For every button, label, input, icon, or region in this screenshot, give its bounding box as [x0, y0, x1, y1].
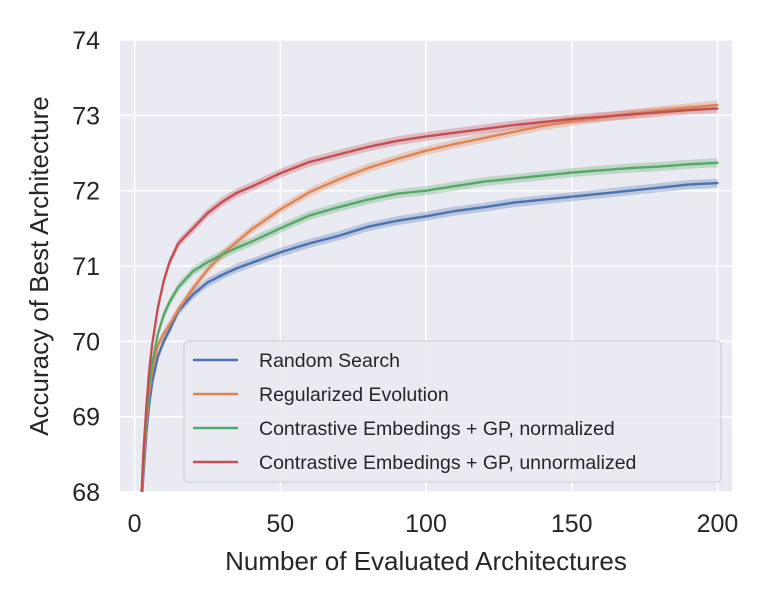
legend: Random Search Regularized Evolution Contra…: [183, 340, 722, 483]
x-tick-label: 100: [405, 510, 447, 538]
x-tick-label: 150: [551, 510, 593, 538]
y-tick-label: 73: [72, 102, 100, 130]
legend-label: Contrastive Embedings + GP, normalized: [259, 418, 615, 440]
legend-label: Regularized Evolution: [259, 384, 449, 406]
x-axis-label: Number of Evaluated Architectures: [225, 546, 627, 576]
series-line-3: [140, 107, 719, 492]
legend-label: Random Search: [259, 350, 400, 372]
y-tick-label: 69: [72, 404, 100, 432]
y-tick-label: 71: [72, 253, 100, 281]
legend-box: [183, 340, 722, 483]
y-tick-label: 72: [72, 178, 100, 206]
series-line-0: [141, 181, 719, 492]
x-tick-labels: 0 50 100 150 200: [128, 510, 739, 538]
series-lines: [140, 103, 719, 492]
y-tick-label: 68: [72, 479, 100, 507]
series-line-2: [140, 161, 719, 492]
y-axis-label: Accuracy of Best Architecture: [24, 96, 54, 436]
y-tick-label: 70: [72, 328, 100, 356]
x-tick-label: 200: [697, 510, 739, 538]
y-tick-label: 74: [72, 27, 100, 55]
y-tick-labels: 68 69 70 71 72 73 74: [72, 27, 100, 507]
series-line-1: [140, 103, 719, 492]
x-tick-label: 50: [266, 510, 294, 538]
x-tick-label: 0: [128, 510, 142, 538]
legend-label: Contrastive Embedings + GP, unnormalized: [259, 452, 636, 474]
